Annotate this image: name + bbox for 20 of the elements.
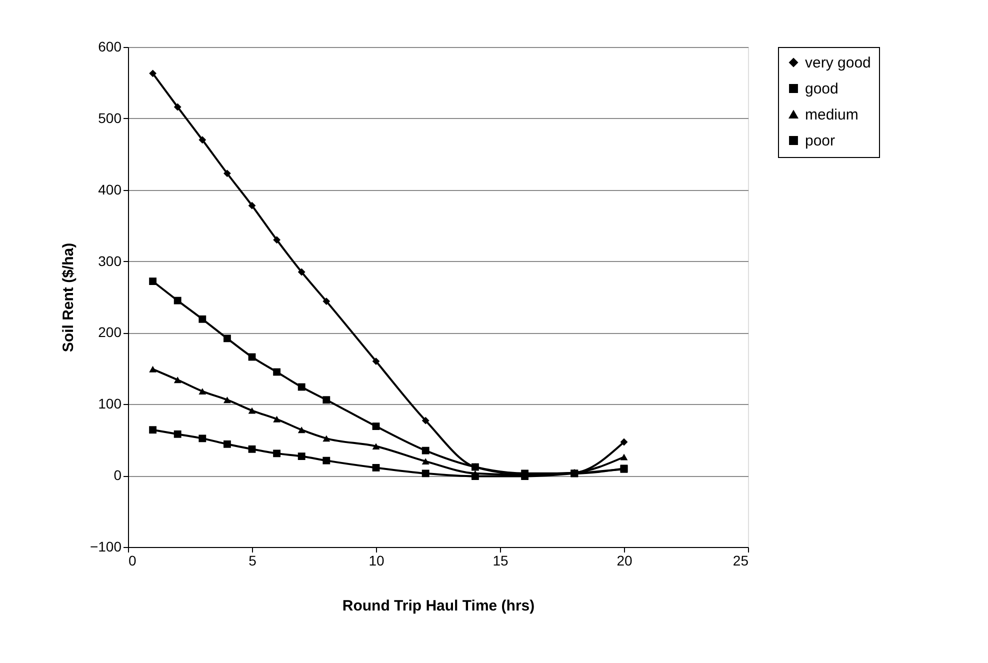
x-tick-label: 25 <box>732 552 749 568</box>
legend-label: good <box>805 80 838 98</box>
y-tick-label: 100 <box>98 396 122 412</box>
y-tick-label: 200 <box>98 324 122 340</box>
y-tick-label: −100 <box>90 538 122 554</box>
x-tick-label: 10 <box>368 552 384 568</box>
x-tick-label: 20 <box>616 552 632 568</box>
y-tick-label: 500 <box>98 110 122 126</box>
x-tick-label: 15 <box>492 552 508 568</box>
legend-label: medium <box>805 106 858 124</box>
legend-label: poor <box>805 132 836 150</box>
legend-label: very good <box>805 54 871 72</box>
y-tick-label: 300 <box>98 252 122 269</box>
x-tick-label: 0 <box>128 552 136 568</box>
x-axis-title: Round Trip Haul Time (hrs) <box>342 598 535 614</box>
y-axis-title: Soil Rent ($/ha) <box>60 242 77 352</box>
y-tick-label: 400 <box>98 181 122 198</box>
x-tick-label: 5 <box>248 552 257 568</box>
y-tick-label: 600 <box>98 38 122 54</box>
y-tick-label: 0 <box>114 467 122 484</box>
